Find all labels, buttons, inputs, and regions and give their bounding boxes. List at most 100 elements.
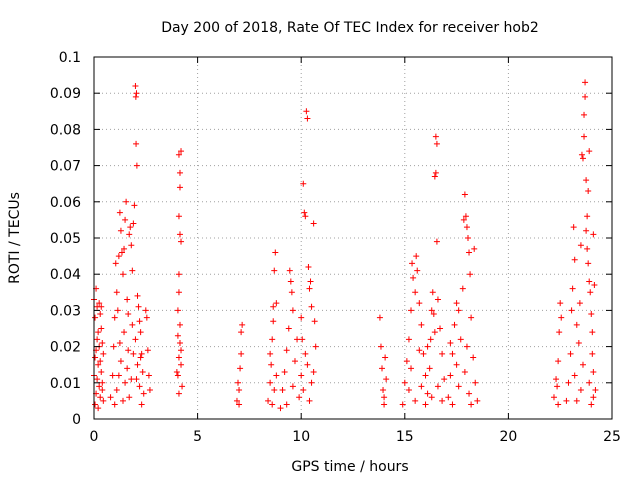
data-point <box>129 267 136 274</box>
data-point <box>305 263 312 270</box>
data-point <box>95 329 102 336</box>
data-point <box>96 300 103 307</box>
data-point <box>303 108 310 115</box>
data-point <box>267 379 274 386</box>
data-point <box>132 82 139 89</box>
data-point <box>265 397 272 404</box>
data-point <box>416 300 423 307</box>
data-point <box>457 336 464 343</box>
data-point <box>464 235 471 241</box>
data-point <box>97 358 104 365</box>
data-point <box>471 245 478 252</box>
data-point <box>579 155 586 162</box>
data-point <box>405 387 412 394</box>
data-point <box>175 289 182 296</box>
data-point <box>269 336 276 343</box>
data-point <box>571 372 578 379</box>
data-point <box>235 379 242 386</box>
data-point <box>428 394 435 401</box>
data-point <box>176 184 183 191</box>
data-point <box>310 220 317 227</box>
data-point <box>461 368 468 375</box>
data-point <box>304 361 311 368</box>
data-point <box>176 169 183 176</box>
data-point <box>308 303 315 310</box>
data-point <box>379 365 386 372</box>
data-point <box>92 354 99 361</box>
data-point <box>567 350 574 357</box>
data-point <box>96 383 103 390</box>
data-point <box>300 180 307 187</box>
data-point <box>144 347 151 354</box>
data-point <box>470 354 477 361</box>
data-point <box>445 394 452 401</box>
data-point <box>118 249 125 256</box>
y-tick-label: 0.01 <box>50 376 81 392</box>
data-point <box>418 383 425 390</box>
data-point <box>173 368 180 375</box>
data-point <box>97 394 104 401</box>
data-point <box>382 354 389 361</box>
data-point <box>412 397 419 404</box>
data-point <box>312 343 319 350</box>
x-tick-label: 15 <box>396 429 414 445</box>
data-point <box>433 238 440 245</box>
data-point <box>433 140 440 147</box>
data-point <box>585 260 592 267</box>
y-tick-label: 0.04 <box>50 267 81 283</box>
data-point <box>459 285 466 292</box>
data-point <box>135 303 142 310</box>
data-point <box>590 231 597 238</box>
data-point <box>310 368 317 375</box>
data-point <box>277 405 284 412</box>
data-point <box>146 387 153 394</box>
data-point <box>178 361 185 368</box>
data-point <box>463 224 470 231</box>
data-point <box>98 368 105 375</box>
data-point <box>466 249 473 256</box>
data-point <box>434 383 441 390</box>
data-point <box>109 372 116 379</box>
data-point <box>569 285 576 292</box>
data-point <box>175 271 182 278</box>
data-point <box>587 289 594 296</box>
data-point <box>555 358 562 365</box>
y-tick-label: 0.06 <box>50 195 81 211</box>
data-point <box>268 361 275 368</box>
data-point <box>273 372 280 379</box>
data-point <box>589 329 596 336</box>
data-point <box>584 213 591 220</box>
data-point <box>453 361 460 368</box>
data-point <box>126 231 133 238</box>
data-point <box>472 379 479 386</box>
data-point <box>565 379 572 386</box>
data-point <box>585 187 592 194</box>
data-point <box>557 300 564 307</box>
data-point <box>267 350 274 357</box>
data-point <box>175 213 182 220</box>
data-point <box>98 303 105 310</box>
data-point <box>463 343 470 350</box>
data-point <box>380 387 387 394</box>
data-point <box>121 329 128 336</box>
data-point <box>582 79 589 86</box>
data-point <box>111 401 118 408</box>
data-point <box>408 365 415 372</box>
data-point <box>563 397 570 404</box>
data-point <box>279 387 286 394</box>
data-point <box>577 387 584 394</box>
data-point <box>441 376 448 383</box>
data-point <box>581 111 588 118</box>
data-point <box>468 314 475 321</box>
data-point <box>584 245 591 252</box>
data-point <box>308 379 315 386</box>
data-point <box>289 307 296 314</box>
data-point <box>420 350 427 357</box>
y-tick-label: 0.05 <box>50 231 81 247</box>
data-point <box>126 394 133 401</box>
data-point <box>377 343 384 350</box>
x-tick-label: 25 <box>603 429 621 445</box>
data-point <box>129 321 136 328</box>
data-point <box>176 321 183 328</box>
